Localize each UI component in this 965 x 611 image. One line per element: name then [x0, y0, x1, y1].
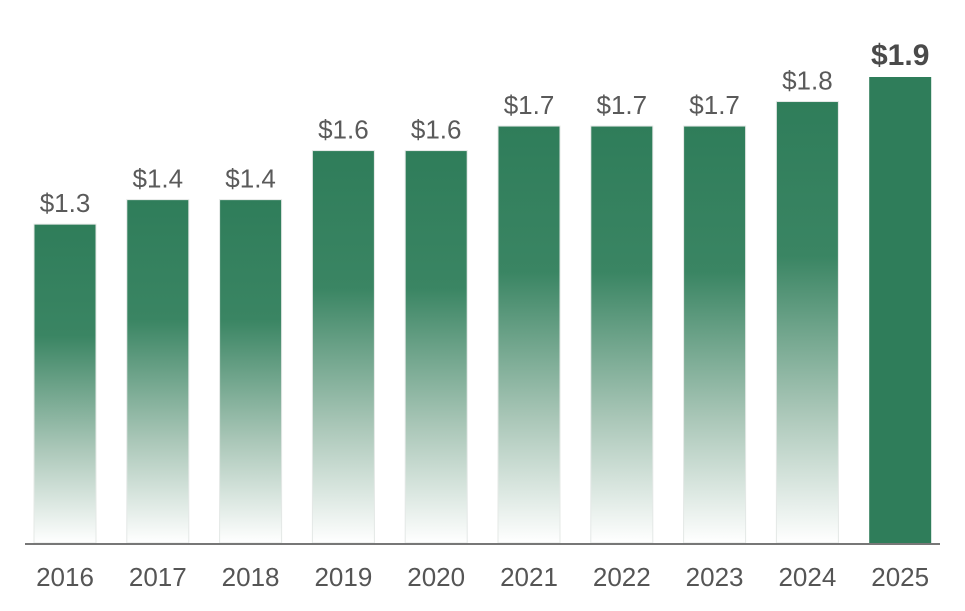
bar-2017 [126, 199, 190, 544]
x-tick-label-2017: 2017 [129, 562, 187, 592]
bar-2019 [311, 150, 375, 544]
x-tick-label-2018: 2018 [222, 562, 280, 592]
bar-2020 [404, 150, 468, 544]
x-tick-label-2024: 2024 [778, 562, 836, 592]
data-label-2024: $1.8 [782, 66, 833, 96]
data-label-2025: $1.9 [871, 39, 929, 72]
data-label-2016: $1.3 [40, 188, 91, 218]
data-label-2018: $1.4 [225, 164, 276, 194]
bar-2022 [590, 125, 654, 544]
data-label-2022: $1.7 [596, 90, 647, 120]
bar-2016 [33, 223, 97, 544]
x-tick-label-2016: 2016 [36, 562, 94, 592]
x-tick-label-2022: 2022 [593, 562, 651, 592]
x-tick-label-2021: 2021 [500, 562, 558, 592]
bar-2023 [683, 125, 747, 544]
data-label-2023: $1.7 [689, 90, 740, 120]
bar-2021 [497, 125, 561, 544]
x-tick-label-2023: 2023 [686, 562, 744, 592]
data-label-2020: $1.6 [411, 115, 462, 145]
bar-2025 [869, 77, 932, 543]
bar-2024 [775, 101, 839, 544]
data-label-2019: $1.6 [318, 115, 369, 145]
x-tick-label-2019: 2019 [314, 562, 372, 592]
bar-2018 [219, 199, 283, 544]
x-tick-label-2020: 2020 [407, 562, 465, 592]
data-label-2017: $1.4 [132, 164, 183, 194]
x-tick-label-2025: 2025 [871, 562, 929, 592]
data-label-2021: $1.7 [504, 90, 555, 120]
